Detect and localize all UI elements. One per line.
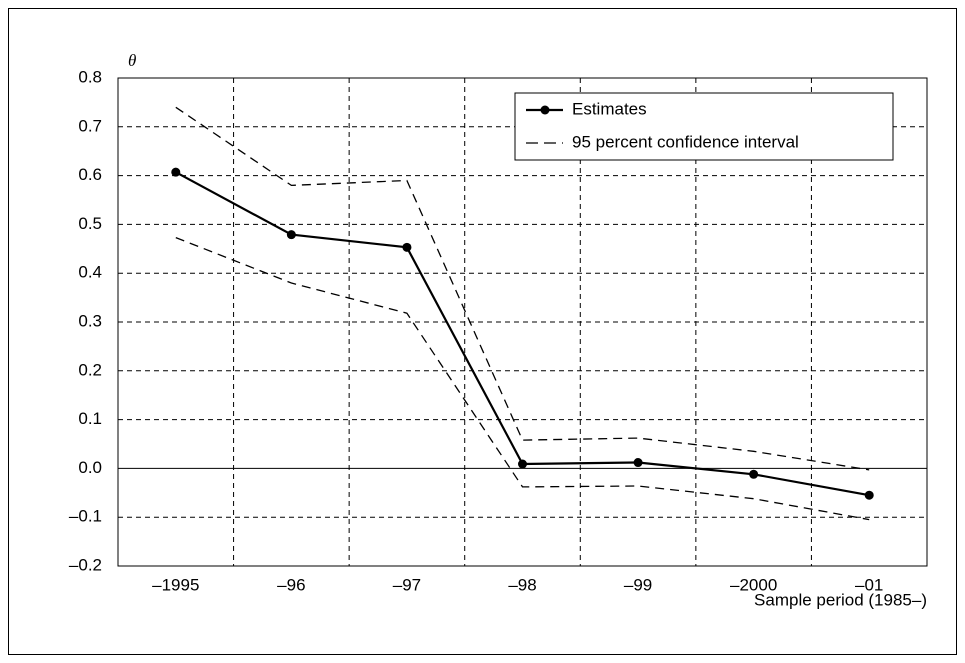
x-tick-label: –97 bbox=[393, 575, 421, 594]
point bbox=[633, 458, 643, 468]
y-tick-label: 0.0 bbox=[78, 458, 102, 477]
y-tick-label: 0.1 bbox=[78, 409, 102, 428]
x-axis-label: Sample period (1985–) bbox=[754, 590, 927, 609]
y-tick-label: 0.2 bbox=[78, 360, 102, 379]
series-line bbox=[175, 106, 870, 471]
y-tick-label: 0.7 bbox=[78, 116, 102, 135]
y-tick-label: –0.2 bbox=[69, 555, 102, 574]
point bbox=[864, 490, 874, 500]
x-tick-label: –1995 bbox=[152, 575, 199, 594]
legend-marker bbox=[540, 105, 550, 115]
point bbox=[518, 459, 527, 469]
legend-label: 95 percent confidence interval bbox=[572, 132, 799, 151]
plot-frame bbox=[117, 77, 928, 567]
point bbox=[749, 469, 759, 479]
x-tick-label: –2000 bbox=[730, 575, 777, 594]
y-tick-label: 0.6 bbox=[78, 165, 102, 184]
x-tick-label: –98 bbox=[508, 575, 536, 594]
legend-label: Estimates bbox=[572, 99, 647, 118]
y-tick-label: –0.1 bbox=[69, 507, 102, 526]
y-tick-label: 0.3 bbox=[78, 311, 102, 330]
y-tick-label: 0.8 bbox=[78, 67, 102, 86]
frame bbox=[8, 8, 957, 655]
point bbox=[171, 167, 181, 177]
legend-box bbox=[514, 92, 894, 161]
series-line bbox=[175, 171, 870, 497]
point bbox=[402, 242, 412, 252]
y-axis-label: θ bbox=[128, 51, 136, 70]
x-tick-label: –96 bbox=[277, 575, 305, 594]
series-line bbox=[175, 236, 870, 521]
point bbox=[286, 230, 296, 240]
x-tick-label: –01 bbox=[855, 575, 883, 594]
y-tick-label: 0.4 bbox=[78, 263, 102, 282]
x-tick-label: –99 bbox=[624, 575, 652, 594]
y-tick-label: 0.5 bbox=[78, 214, 102, 233]
